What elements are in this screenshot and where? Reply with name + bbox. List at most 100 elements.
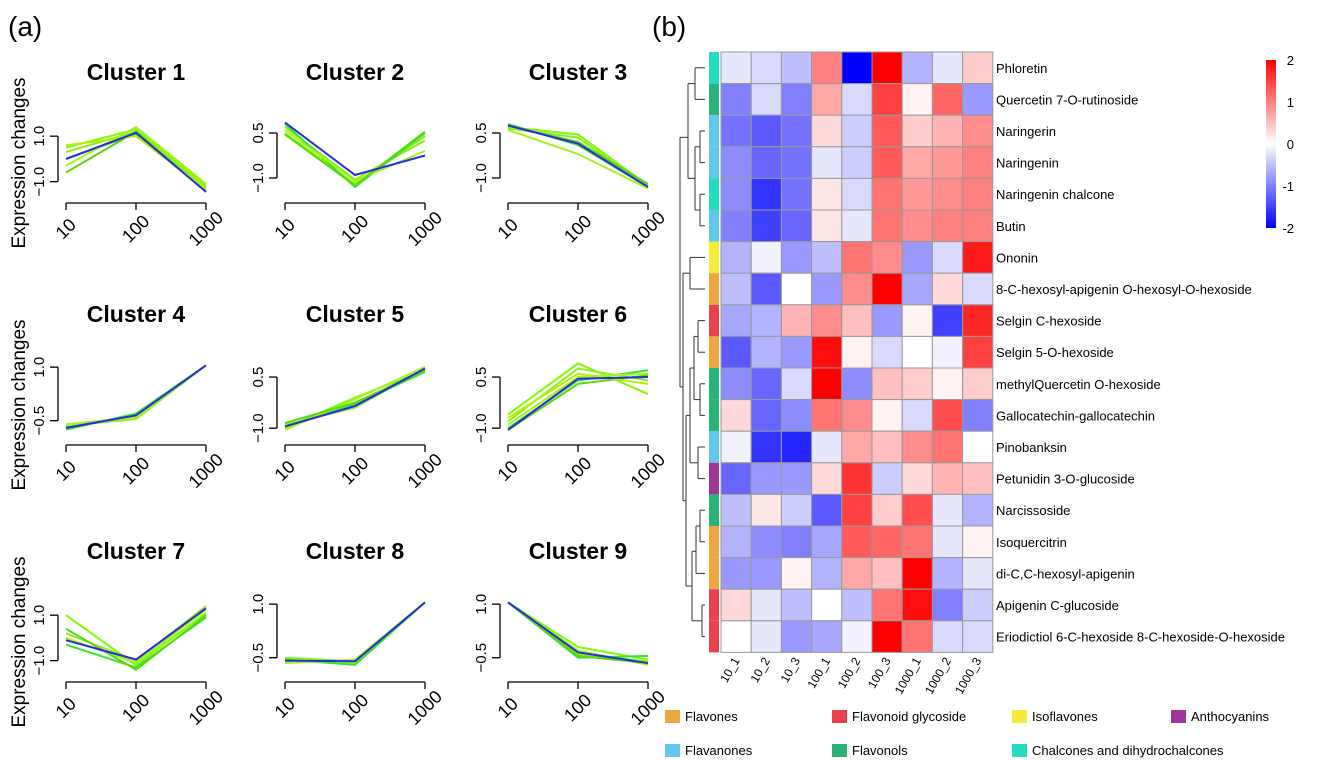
cluster-plot: Cluster 8 −0.5 1.0 10 100 1000	[250, 538, 446, 729]
series-line	[284, 601, 426, 665]
heatmap-cell	[962, 367, 994, 401]
cluster-title: Cluster 3	[529, 59, 627, 85]
heatmap-cell	[901, 462, 933, 495]
row-label: Quercetin 7-O-rutinoside	[996, 92, 1138, 107]
x-tick-label: 10	[494, 215, 522, 243]
heatmap-cell	[871, 304, 903, 337]
colorbar-tick-label: -2	[1282, 221, 1294, 236]
heatmap-cell	[811, 399, 843, 432]
series-line	[507, 126, 649, 187]
series-line	[284, 601, 426, 665]
x-tick-label: 1000	[404, 687, 446, 729]
y-tick-label: −1.0	[473, 413, 490, 443]
heatmap-cell	[720, 493, 752, 527]
row-label: Selgin C-hexoside	[996, 314, 1102, 329]
series-line	[507, 129, 649, 190]
heatmap-cell	[811, 588, 843, 622]
column-label: 1000_3	[952, 655, 984, 697]
heatmap-cell	[901, 557, 933, 590]
y-tick-label: −1.0	[473, 163, 490, 193]
x-tick-label: 1000	[404, 450, 446, 492]
centroid-line	[65, 364, 207, 429]
x-tick-label: 10	[271, 457, 299, 485]
heatmap-cell	[841, 209, 873, 243]
legend-item: Anthocyanins	[1171, 709, 1270, 724]
legend-swatch	[832, 710, 847, 723]
row-class-annotation	[709, 336, 719, 368]
heatmap-cell	[962, 177, 994, 211]
row-class-annotation	[709, 399, 719, 432]
column-label: 10_2	[747, 655, 773, 685]
row-class-annotation	[709, 526, 719, 558]
cluster-title: Cluster 5	[306, 301, 405, 327]
heatmap-cell	[780, 367, 813, 401]
heatmap-cell	[720, 430, 752, 464]
x-tick-label: 1000	[627, 450, 669, 492]
legend-label: Chalcones and dihydrochalcones	[1032, 743, 1224, 758]
series-line	[284, 132, 426, 186]
cluster-plot: Cluster 5 −1.0 0.5 10 100 1000	[250, 301, 446, 492]
row-class-annotation	[709, 178, 719, 210]
heatmap-panel: Phloretin Quercetin 7-O-rutinoside Naringe…	[665, 51, 1294, 758]
heatmap-cell	[811, 525, 843, 559]
heatmap-cell	[901, 335, 933, 369]
heatmap-cell	[962, 241, 994, 274]
heatmap-cell	[811, 272, 843, 306]
row-label: Selgin 5-O-hexoside	[996, 345, 1114, 360]
x-tick-label: 100	[337, 211, 372, 246]
legend-swatch	[665, 710, 680, 723]
x-tick-label: 100	[118, 690, 153, 725]
row-label: Narcissoside	[996, 503, 1070, 518]
row-dendrogram	[679, 67, 705, 638]
heatmap-cell	[750, 51, 782, 85]
heatmap-cell	[720, 462, 752, 495]
heatmap-cell	[811, 241, 843, 274]
row-label: Naringerin	[996, 124, 1056, 139]
row-class-annotation	[709, 241, 719, 274]
y-tick-label: −1.0	[250, 163, 267, 193]
series-line	[65, 364, 207, 431]
heatmap-cell	[962, 146, 994, 179]
heatmap-cell	[841, 83, 873, 116]
row-label: Naringenin chalcone	[996, 187, 1115, 202]
series-line	[284, 126, 426, 181]
heatmap-cell	[720, 588, 752, 622]
heatmap-cell	[780, 114, 813, 148]
series-line	[65, 612, 207, 667]
row-class-annotation	[709, 304, 719, 337]
heatmap-cell	[871, 335, 903, 369]
series-line	[507, 372, 649, 426]
heatmap-cell	[720, 557, 752, 590]
heatmap-cell	[962, 462, 994, 495]
heatmap-cell	[811, 335, 843, 369]
cluster-plot: Cluster 2 −1.0 0.5 10 100 1000	[250, 59, 446, 250]
heatmap-cell	[841, 241, 873, 274]
heatmap-cell	[962, 83, 994, 116]
heatmap-cell	[720, 209, 752, 243]
cluster-plot: Cluster 9 −0.5 1.0 10 100 1000	[473, 538, 669, 729]
heatmap-cell	[871, 272, 903, 306]
centroid-line	[284, 367, 426, 428]
heatmap-cell	[811, 430, 843, 464]
heatmap-cell	[901, 209, 933, 243]
heatmap-cell	[962, 114, 994, 148]
y-tick-label: −0.5	[473, 643, 490, 673]
centroid-line	[507, 124, 649, 188]
column-label: 10_3	[778, 655, 804, 685]
heatmap-cell	[720, 241, 752, 274]
heatmap-cell	[750, 209, 782, 243]
colorbar-tick-label: -1	[1282, 179, 1294, 194]
series-line	[65, 128, 207, 187]
row-label: Eriodictiol 6-C-hexoside 8-C-hexoside-O-…	[996, 630, 1285, 645]
heatmap-cell	[750, 462, 782, 495]
legend-label: Flavonols	[852, 743, 908, 758]
row-label: Isoquercitrin	[996, 535, 1067, 550]
x-tick-label: 100	[560, 211, 595, 246]
heatmap-cell	[780, 588, 813, 622]
x-tick-label: 1000	[404, 208, 446, 250]
heatmap-cell	[780, 241, 813, 274]
heatmap-cell	[931, 114, 964, 148]
heatmap-cell	[720, 367, 752, 401]
heatmap-cell	[901, 588, 933, 622]
centroid-line	[65, 131, 207, 193]
